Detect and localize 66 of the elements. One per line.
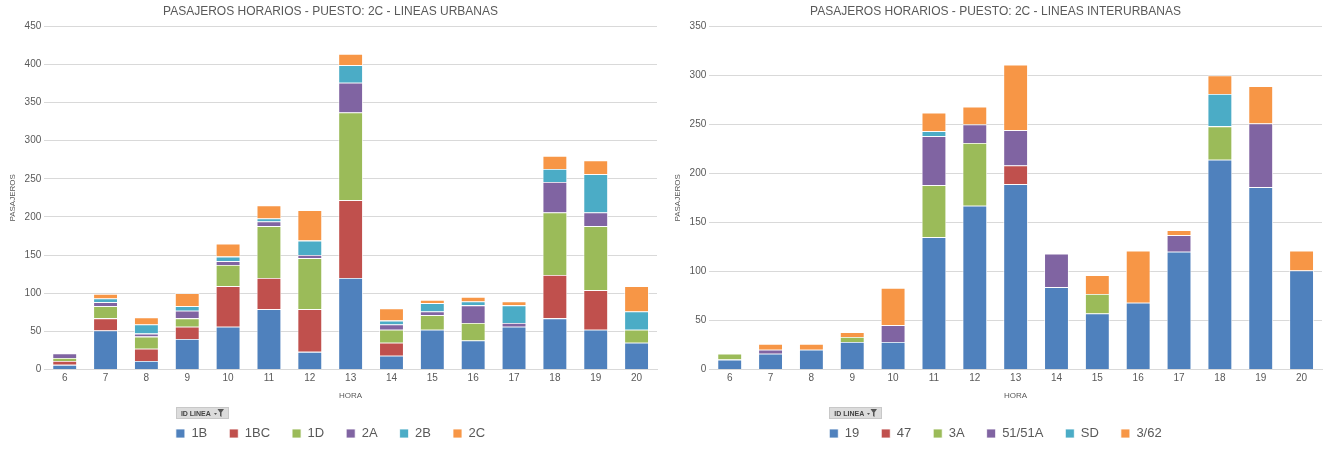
y-tick-label: 300 bbox=[24, 134, 42, 146]
x-tick-label: 8 bbox=[808, 372, 815, 384]
legend-label: 1BC bbox=[244, 425, 271, 441]
legend-label: 2A bbox=[361, 425, 378, 441]
x-tick-label: 16 bbox=[1132, 372, 1145, 384]
x-tick-label: 13 bbox=[1010, 372, 1022, 384]
x-tick-label: 15 bbox=[1091, 372, 1104, 384]
y-tick-label: 350 bbox=[689, 20, 707, 32]
legend-label: 3/62 bbox=[1136, 425, 1162, 441]
x-tick-label: 7 bbox=[767, 372, 774, 384]
legend-label: 1B bbox=[191, 425, 208, 441]
legend-label: 47 bbox=[896, 425, 912, 441]
x-tick-label: 20 bbox=[1296, 372, 1308, 384]
y-tick-label: 150 bbox=[689, 216, 707, 228]
x-tick-label: 9 bbox=[184, 372, 191, 384]
x-tick-label: 6 bbox=[726, 372, 733, 384]
y-tick-label: 100 bbox=[24, 286, 42, 298]
x-tick-label: 17 bbox=[508, 372, 521, 384]
legend-label: 1D bbox=[307, 425, 325, 441]
x-axis-title: HORA bbox=[1004, 391, 1028, 401]
x-tick-label: 15 bbox=[426, 372, 439, 384]
x-tick-label: 14 bbox=[1050, 372, 1063, 384]
legend-label: 2C bbox=[468, 425, 486, 441]
y-axis-title: PASAJEROS bbox=[673, 174, 682, 222]
y-tick-label: 300 bbox=[689, 69, 707, 81]
x-tick-label: 18 bbox=[1214, 372, 1226, 384]
y-tick-label: 350 bbox=[24, 96, 42, 108]
x-tick-label: 11 bbox=[263, 372, 275, 384]
x-tick-label: 7 bbox=[102, 372, 109, 384]
y-tick-label: 200 bbox=[689, 167, 707, 179]
x-tick-label: 6 bbox=[61, 372, 68, 384]
x-tick-label: 19 bbox=[590, 372, 602, 384]
y-tick-label: 250 bbox=[24, 172, 42, 184]
y-tick-label: 150 bbox=[24, 248, 42, 260]
y-tick-label: 50 bbox=[695, 314, 707, 326]
chart-title: PASAJEROS HORARIOS - PUESTO: 2C - LINEAS URBANAS bbox=[163, 3, 498, 18]
legend-label: 19 bbox=[844, 425, 860, 441]
y-tick-label: 250 bbox=[689, 118, 707, 130]
y-tick-label: 200 bbox=[24, 210, 42, 222]
x-tick-label: 19 bbox=[1255, 372, 1267, 384]
y-tick-label: 400 bbox=[24, 58, 42, 70]
x-tick-label: 20 bbox=[631, 372, 643, 384]
x-axis-title: HORA bbox=[339, 391, 363, 401]
chart-title: PASAJEROS HORARIOS - PUESTO: 2C - LINEAS INTERURBANAS bbox=[810, 3, 1181, 18]
x-tick-label: 12 bbox=[969, 372, 981, 384]
legend-label: 3A bbox=[948, 425, 965, 441]
y-axis-title: PASAJEROS bbox=[8, 174, 17, 222]
legend-label: 51/51A bbox=[1002, 425, 1044, 441]
x-tick-label: 11 bbox=[928, 372, 940, 384]
legend-label: 2B bbox=[415, 425, 431, 441]
x-tick-label: 12 bbox=[304, 372, 316, 384]
y-tick-label: 0 bbox=[35, 363, 42, 375]
x-tick-label: 9 bbox=[849, 372, 856, 384]
x-tick-label: 10 bbox=[222, 372, 235, 384]
x-tick-label: 17 bbox=[1173, 372, 1186, 384]
x-tick-label: 14 bbox=[385, 372, 398, 384]
y-tick-label: 450 bbox=[24, 20, 42, 32]
y-tick-label: 0 bbox=[700, 363, 707, 375]
x-tick-label: 8 bbox=[143, 372, 150, 384]
y-tick-label: 50 bbox=[30, 325, 42, 337]
x-tick-label: 10 bbox=[887, 372, 900, 384]
x-tick-label: 18 bbox=[549, 372, 561, 384]
legend-label: SD bbox=[1080, 425, 1099, 441]
x-tick-label: 13 bbox=[345, 372, 357, 384]
x-tick-label: 16 bbox=[467, 372, 480, 384]
y-tick-label: 100 bbox=[689, 265, 707, 277]
